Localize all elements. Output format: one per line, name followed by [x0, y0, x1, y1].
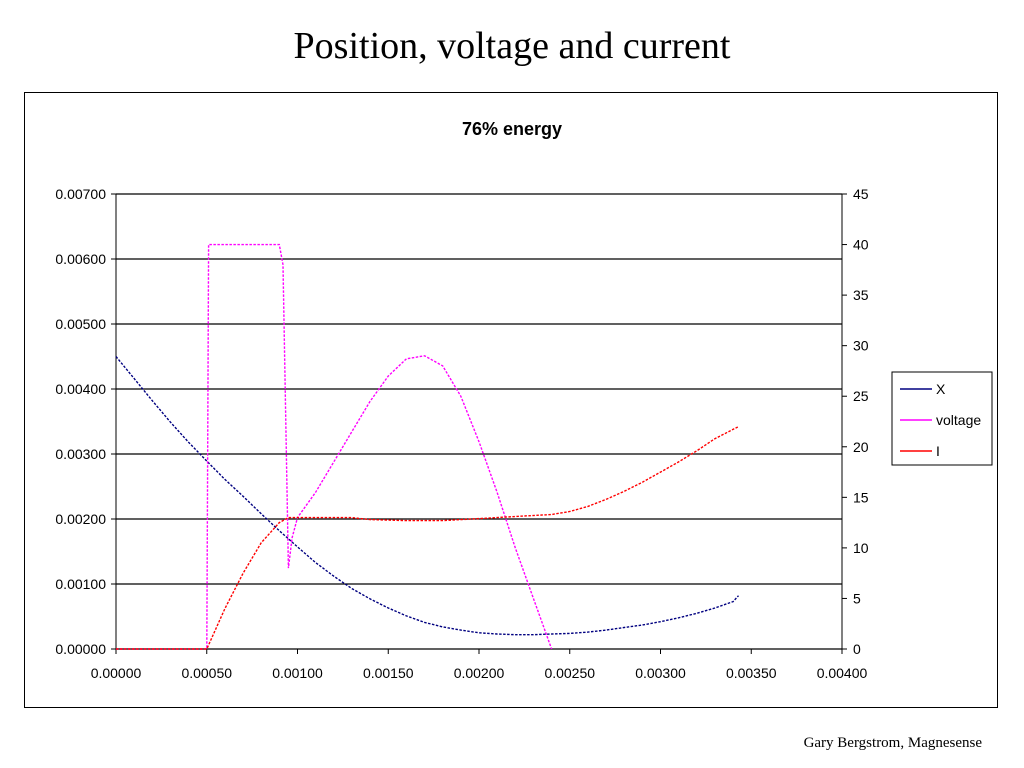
- x-tick-label: 0.00050: [181, 665, 232, 681]
- y-tick-label: 0.00500: [55, 316, 106, 332]
- y2-tick-label: 35: [853, 287, 869, 303]
- x-tick-label: 0.00000: [91, 665, 142, 681]
- y2-tick-label: 45: [853, 186, 869, 202]
- y-tick-label: 0.00700: [55, 186, 106, 202]
- y-tick-label: 0.00000: [55, 641, 106, 657]
- series-line-i: [116, 425, 739, 650]
- y2-tick-label: 5: [853, 590, 861, 606]
- series-line-voltage: [116, 243, 553, 650]
- y2-tick-label: 40: [853, 237, 869, 253]
- y2-tick-label: 20: [853, 439, 869, 455]
- x-tick-label: 0.00300: [635, 665, 686, 681]
- x-tick-label: 0.00150: [363, 665, 414, 681]
- x-tick-label: 0.00250: [544, 665, 595, 681]
- y-tick-label: 0.00200: [55, 511, 106, 527]
- y-tick-label: 0.00600: [55, 251, 106, 267]
- grid-lines: [116, 193, 842, 650]
- y-tick-label: 0.00400: [55, 381, 106, 397]
- y2-tick-label: 10: [853, 540, 869, 556]
- footer-credit: Gary Bergstrom, Magnesense: [803, 735, 982, 751]
- slide-title: Position, voltage and current: [293, 25, 731, 67]
- x-tick-label: 0.00400: [817, 665, 868, 681]
- chart-frame: 76% energy 0.00000 0.00100 0.00200 0.00300 0…: [24, 92, 998, 708]
- legend-label-i: I: [936, 443, 940, 459]
- series-lines: [115, 243, 740, 650]
- series-line-x: [115, 356, 740, 636]
- y2-tick-label: 0: [853, 641, 861, 657]
- y2-tick-label: 15: [853, 489, 869, 505]
- y-tick-label: 0.00100: [55, 576, 106, 592]
- y-tick-label: 0.00300: [55, 446, 106, 462]
- x-tick-label: 0.00350: [726, 665, 777, 681]
- legend-label-x: X: [936, 381, 946, 397]
- chart-title: 76% energy: [462, 119, 562, 139]
- legend-box: [891, 371, 993, 466]
- chart: 76% energy 0.000000.001000.002000.003000…: [55, 119, 993, 681]
- x-tick-label: 0.00100: [272, 665, 323, 681]
- x-tick-label: 0.00200: [454, 665, 505, 681]
- y2-tick-label: 30: [853, 338, 869, 354]
- axes: 0.00000 0.00100 0.00200 0.00300 0.00400 0.005…: [55, 186, 868, 681]
- legend-label-voltage: voltage: [936, 412, 981, 428]
- y2-tick-label: 25: [853, 388, 869, 404]
